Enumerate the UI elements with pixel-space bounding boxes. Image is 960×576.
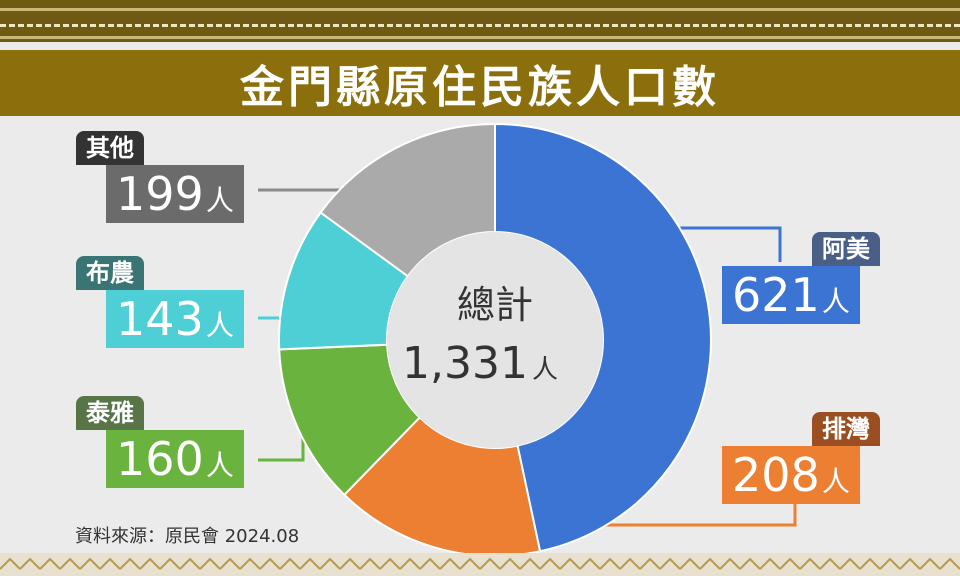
zigzag-segment — [879, 557, 901, 570]
zigzag-segment — [279, 557, 301, 570]
connector-1 — [530, 498, 797, 527]
source-note: 資料來源：原民會 2024.08 — [75, 526, 300, 547]
zigzag-segment — [899, 557, 921, 570]
band-dashed-stripe — [0, 24, 960, 27]
zigzag-segment — [939, 557, 960, 570]
zigzag-segment — [559, 557, 581, 570]
zigzag-segment — [699, 557, 721, 570]
zigzag-segment — [459, 557, 481, 570]
band-stripe — [0, 8, 960, 11]
zigzag-segment — [59, 557, 81, 570]
value-unit: 人 — [821, 285, 850, 318]
value-box-amis: 621人 — [722, 266, 860, 324]
value-number-paiwan: 208 — [732, 448, 820, 502]
zigzag-segment — [839, 557, 861, 570]
zigzag-segment — [199, 557, 221, 570]
zigzag-segment — [379, 557, 401, 570]
bottom-band-bg — [0, 553, 960, 576]
zigzag-segment — [919, 557, 941, 570]
zigzag-segment — [219, 557, 241, 570]
label-tag-paiwan: 排灣 — [812, 412, 880, 446]
zigzag-segment — [759, 557, 781, 570]
chart-title: 金門縣原住民族人口數 — [0, 50, 960, 116]
value-box-other: 199人 — [106, 165, 244, 223]
connector-2 — [258, 425, 305, 462]
zigzag-pattern — [0, 557, 960, 570]
connector-0 — [680, 226, 782, 262]
top-decorative-band — [0, 0, 960, 42]
zigzag-segment — [479, 557, 501, 570]
value-box-bunun: 143人 — [106, 290, 244, 348]
zigzag-segment — [399, 557, 421, 570]
total-label: 總計 — [457, 283, 533, 327]
zigzag-segment — [639, 557, 661, 570]
value-unit: 人 — [205, 184, 234, 217]
label-tag-other: 其他 — [76, 131, 144, 165]
zigzag-segment — [619, 557, 641, 570]
zigzag-segment — [99, 557, 121, 570]
zigzag-segment — [299, 557, 321, 570]
zigzag-segment — [679, 557, 701, 570]
label-tag-bunun: 布農 — [76, 256, 144, 290]
total-number: 1,331 — [402, 338, 528, 389]
zigzag-segment — [239, 557, 261, 570]
zigzag-segment — [139, 557, 161, 570]
zigzag-segment — [79, 557, 101, 570]
zigzag-segment — [319, 557, 341, 570]
zigzag-segment — [179, 557, 201, 570]
value-box-paiwan: 208人 — [722, 446, 860, 504]
zigzag-segment — [419, 557, 441, 570]
zigzag-segment — [119, 557, 141, 570]
zigzag-segment — [259, 557, 281, 570]
value-unit: 人 — [821, 465, 850, 498]
zigzag-segment — [519, 557, 541, 570]
value-number-other: 199 — [116, 167, 204, 221]
value-number-bunun: 143 — [116, 292, 204, 346]
zigzag-segment — [859, 557, 881, 570]
zigzag-segment — [819, 557, 841, 570]
band-stripe — [0, 36, 960, 39]
zigzag-segment — [159, 557, 181, 570]
zigzag-segment — [739, 557, 761, 570]
zigzag-segment — [719, 557, 741, 570]
zigzag-segment — [0, 557, 21, 570]
zigzag-segment — [19, 557, 41, 570]
zigzag-segment — [799, 557, 821, 570]
connector-lines — [258, 188, 797, 527]
zigzag-segment — [339, 557, 361, 570]
bottom-decorative-band — [0, 553, 960, 576]
zigzag-segment — [579, 557, 601, 570]
donut-hole — [387, 232, 603, 448]
zigzag-segment — [439, 557, 461, 570]
total-unit: 人 — [532, 355, 558, 385]
label-tag-amis: 阿美 — [812, 232, 880, 266]
zigzag-segment — [659, 557, 681, 570]
total-value: 1,331 人 — [402, 338, 558, 389]
value-number-amis: 621 — [732, 268, 820, 322]
value-unit: 人 — [205, 449, 234, 482]
zigzag-segment — [499, 557, 521, 570]
zigzag-segment — [39, 557, 61, 570]
zigzag-segment — [539, 557, 561, 570]
value-box-atayal: 160人 — [106, 430, 244, 488]
zigzag-segment — [359, 557, 381, 570]
value-unit: 人 — [205, 309, 234, 342]
zigzag-segment — [779, 557, 801, 570]
donut-slices — [278, 122, 712, 557]
value-number-atayal: 160 — [116, 432, 204, 486]
label-tag-atayal: 泰雅 — [76, 396, 144, 430]
zigzag-segment — [599, 557, 621, 570]
